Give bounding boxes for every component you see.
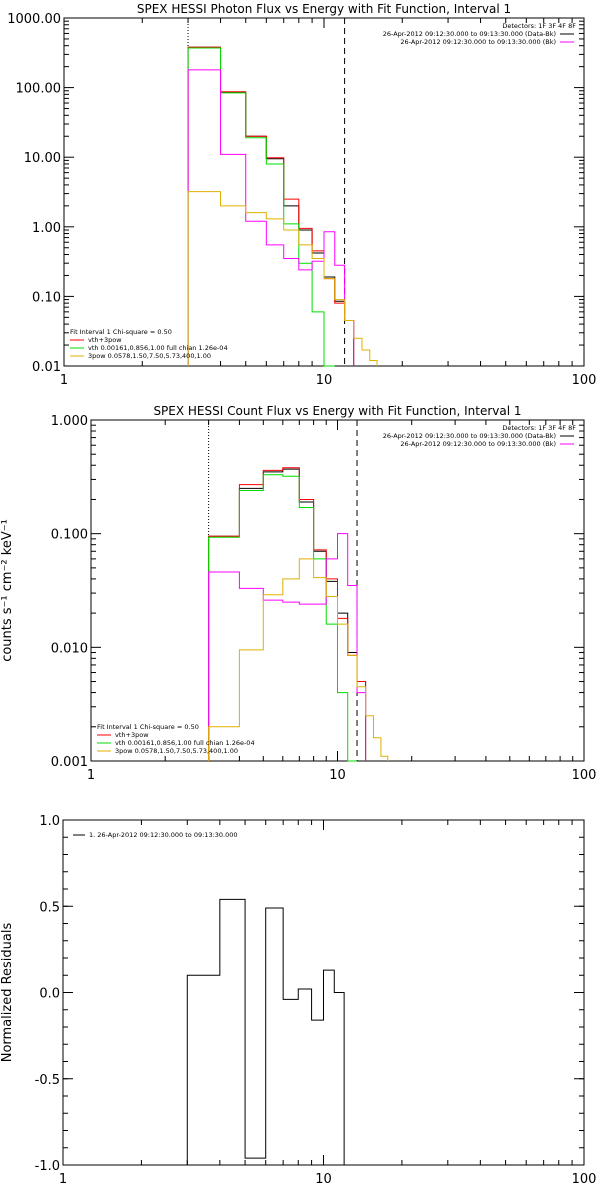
y-tick-label: 1.000 [51, 414, 88, 429]
series-2-line [187, 46, 355, 366]
time-label: 26-Apr-2012 09:12:30.000 to 09:13:30.000… [383, 30, 556, 38]
x-tick-label: 1 [60, 373, 68, 388]
series-4-line [187, 69, 355, 366]
detectors-label: Detectors: 1F 3F 4F 8F [502, 424, 576, 432]
x-tick-label: 100 [572, 1172, 597, 1187]
series-3-line [208, 474, 358, 762]
fit-legend-entry: vth 0.00161,0.856,1.00 full chian 1.26e-… [115, 739, 255, 747]
fit-legend-entry: vth 0.00161,0.856,1.00 full chian 1.26e-… [88, 344, 228, 352]
x-tick-label: 1 [87, 768, 95, 783]
detectors-label: Detectors: 1F 3F 4F 8F [502, 22, 576, 30]
x-tick-label: 100 [572, 768, 597, 783]
fit-legend-entry: vth+3pow [115, 731, 149, 739]
time-label: 26-Apr-2012 09:12:30.000 to 09:13:30.000… [400, 440, 556, 448]
x-tick-label: 10 [316, 373, 333, 388]
y-tick-label: 0.010 [51, 641, 88, 656]
series-1-line [208, 468, 367, 761]
fit-legend-entry: 3pow 0.0578,1.50,7.50,5.73,400,1.00 [88, 352, 211, 360]
fit-legend-entry: 3pow 0.0578,1.50,7.50,5.73,400,1.00 [115, 747, 238, 755]
y-tick-label: 0.001 [51, 755, 88, 770]
y-tick-label: 10.00 [24, 151, 61, 166]
y-tick-label: -0.5 [35, 1073, 60, 1088]
y-tick-label: 0.5 [39, 900, 60, 915]
y-tick-label: 1.00 [32, 221, 61, 236]
y-axis-label: counts s⁻¹ cm⁻² keV⁻¹ [0, 519, 15, 662]
x-tick-label: 100 [572, 373, 597, 388]
x-tick-label: 10 [315, 1172, 332, 1187]
time-label: 26-Apr-2012 09:12:30.000 to 09:13:30.000… [383, 432, 556, 440]
series-1-line [186, 898, 345, 1165]
y-tick-label: 0.100 [51, 528, 88, 543]
y-tick-label: 0.10 [32, 290, 61, 305]
series-3-line [187, 47, 335, 367]
legend-entry: 1. 26-Apr-2012 09:12:30.000 to 09:13:30.… [89, 831, 238, 839]
series-4-line [208, 533, 367, 761]
y-tick-label: 0.01 [32, 360, 61, 375]
time-label: 26-Apr-2012 09:12:30.000 to 09:13:30.000… [400, 38, 556, 46]
panel-2: SPEX HESSI Count Flux vs Energy with Fit… [0, 404, 596, 783]
panel-3: 1 10 100 -1.0 -0.5 0.0 0.5 1.0 Normalized Residu… [0, 814, 596, 1187]
y-tick-label: 100.00 [16, 82, 62, 97]
chart-title: SPEX HESSI Count Flux vs Energy with Fit… [153, 404, 521, 418]
y-tick-label: 0.0 [39, 987, 60, 1002]
fit-legend-header: Fit Interval 1 Chi-square = 0.50 [97, 723, 199, 731]
series-2-line [208, 467, 367, 761]
y-tick-label: -1.0 [35, 1159, 60, 1174]
chart-title: SPEX HESSI Photon Flux vs Energy with Fi… [137, 2, 511, 16]
series-1-line [187, 46, 355, 366]
y-tick-label: 1.0 [39, 814, 60, 829]
fit-legend-header: Fit Interval 1 Chi-square = 0.50 [70, 328, 172, 336]
series-5-line [208, 558, 389, 761]
y-tick-label: 1000.00 [7, 12, 61, 27]
panel-1: SPEX HESSI Photon Flux vs Energy with Fi… [7, 2, 596, 388]
fit-legend-entry: vth+3pow [88, 336, 122, 344]
x-tick-label: 10 [329, 768, 346, 783]
y-axis-label: Normalized Residuals [0, 923, 15, 1063]
x-tick-label: 1 [59, 1172, 67, 1187]
series-5-line [187, 191, 378, 366]
